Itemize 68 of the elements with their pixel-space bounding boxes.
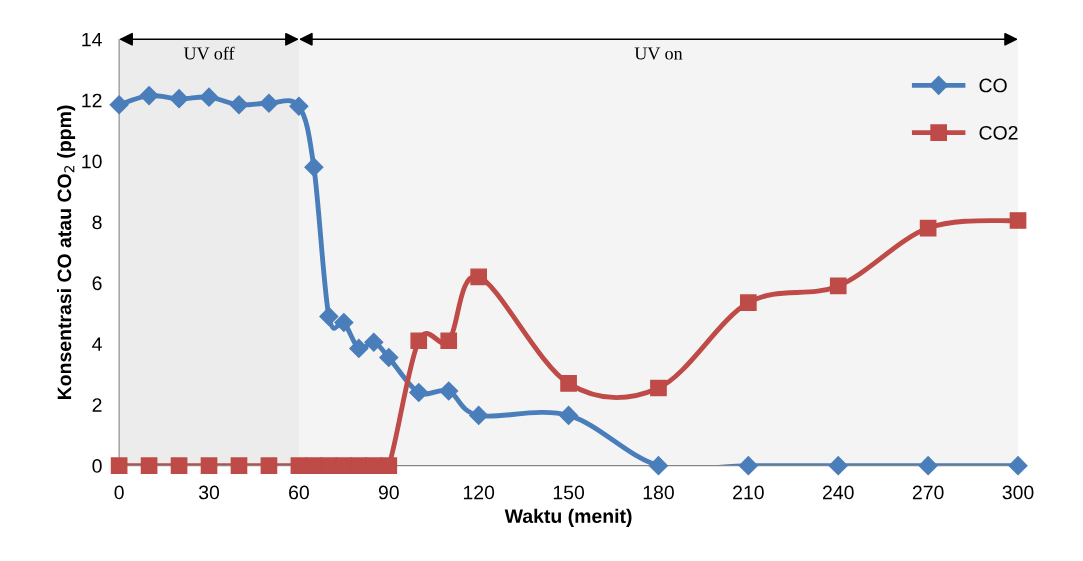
x-tick-label: 90 (378, 485, 399, 500)
point (918, 456, 938, 476)
point (738, 456, 758, 476)
y-tick-label: 14 (82, 32, 102, 47)
point (334, 312, 354, 333)
point (349, 338, 369, 358)
point (290, 457, 308, 474)
point (304, 157, 324, 177)
y-tick-label: 4 (92, 337, 102, 351)
x-tick-label: 270 (912, 485, 944, 500)
point (439, 381, 459, 401)
point (139, 86, 159, 106)
legend-label: CO2 (979, 125, 1018, 140)
x-tick-label: 120 (463, 485, 495, 500)
y-tick-label: 10 (82, 154, 102, 169)
y-tick-label: 6 (92, 276, 102, 291)
point (110, 457, 128, 474)
point (440, 332, 458, 350)
point (828, 456, 848, 476)
point (259, 93, 279, 113)
point (229, 95, 249, 115)
y-tick-label: 8 (92, 215, 102, 230)
x-tick-label: 150 (553, 485, 585, 500)
point (365, 457, 383, 474)
point (320, 457, 338, 474)
point (200, 457, 218, 474)
band-label: UV on (634, 47, 683, 60)
point (469, 405, 489, 425)
x-tick-label: 60 (289, 485, 309, 500)
point (335, 457, 353, 474)
point (305, 457, 323, 474)
point (648, 456, 668, 476)
point (230, 457, 248, 474)
y-tick-label: 12 (82, 93, 102, 108)
legend-label: CO (979, 78, 1007, 93)
x-tick-label: 0 (114, 485, 124, 500)
y-axis-title: Konsentrasi CO atau CO$_{2}$ (ppm) (57, 105, 76, 400)
point (740, 294, 757, 312)
band-label: UV off (183, 46, 235, 60)
point (109, 95, 129, 115)
x-tick-label: 300 (1002, 485, 1034, 500)
x-tick-label: 210 (733, 485, 764, 500)
point (919, 219, 937, 237)
point (199, 87, 219, 107)
point (1008, 456, 1028, 476)
y-tick-label: 2 (92, 398, 102, 412)
point (140, 457, 158, 474)
x-tick-label: 180 (643, 485, 674, 500)
point (364, 332, 384, 352)
x-tick-label: 240 (823, 485, 854, 500)
point (170, 457, 188, 474)
x-tick-label: 30 (198, 485, 220, 500)
point (410, 332, 428, 350)
point (650, 379, 667, 397)
point (560, 375, 577, 392)
point (1009, 212, 1027, 229)
point (829, 277, 847, 295)
x-axis-title: Waktu (menit) (504, 508, 632, 527)
y-tick-label: 0 (92, 459, 102, 473)
point (559, 405, 579, 425)
point (169, 89, 189, 109)
point (409, 383, 429, 403)
point (380, 457, 398, 474)
point (260, 457, 278, 474)
point (319, 306, 339, 326)
point (379, 347, 399, 368)
point (289, 96, 309, 116)
point (470, 268, 488, 286)
